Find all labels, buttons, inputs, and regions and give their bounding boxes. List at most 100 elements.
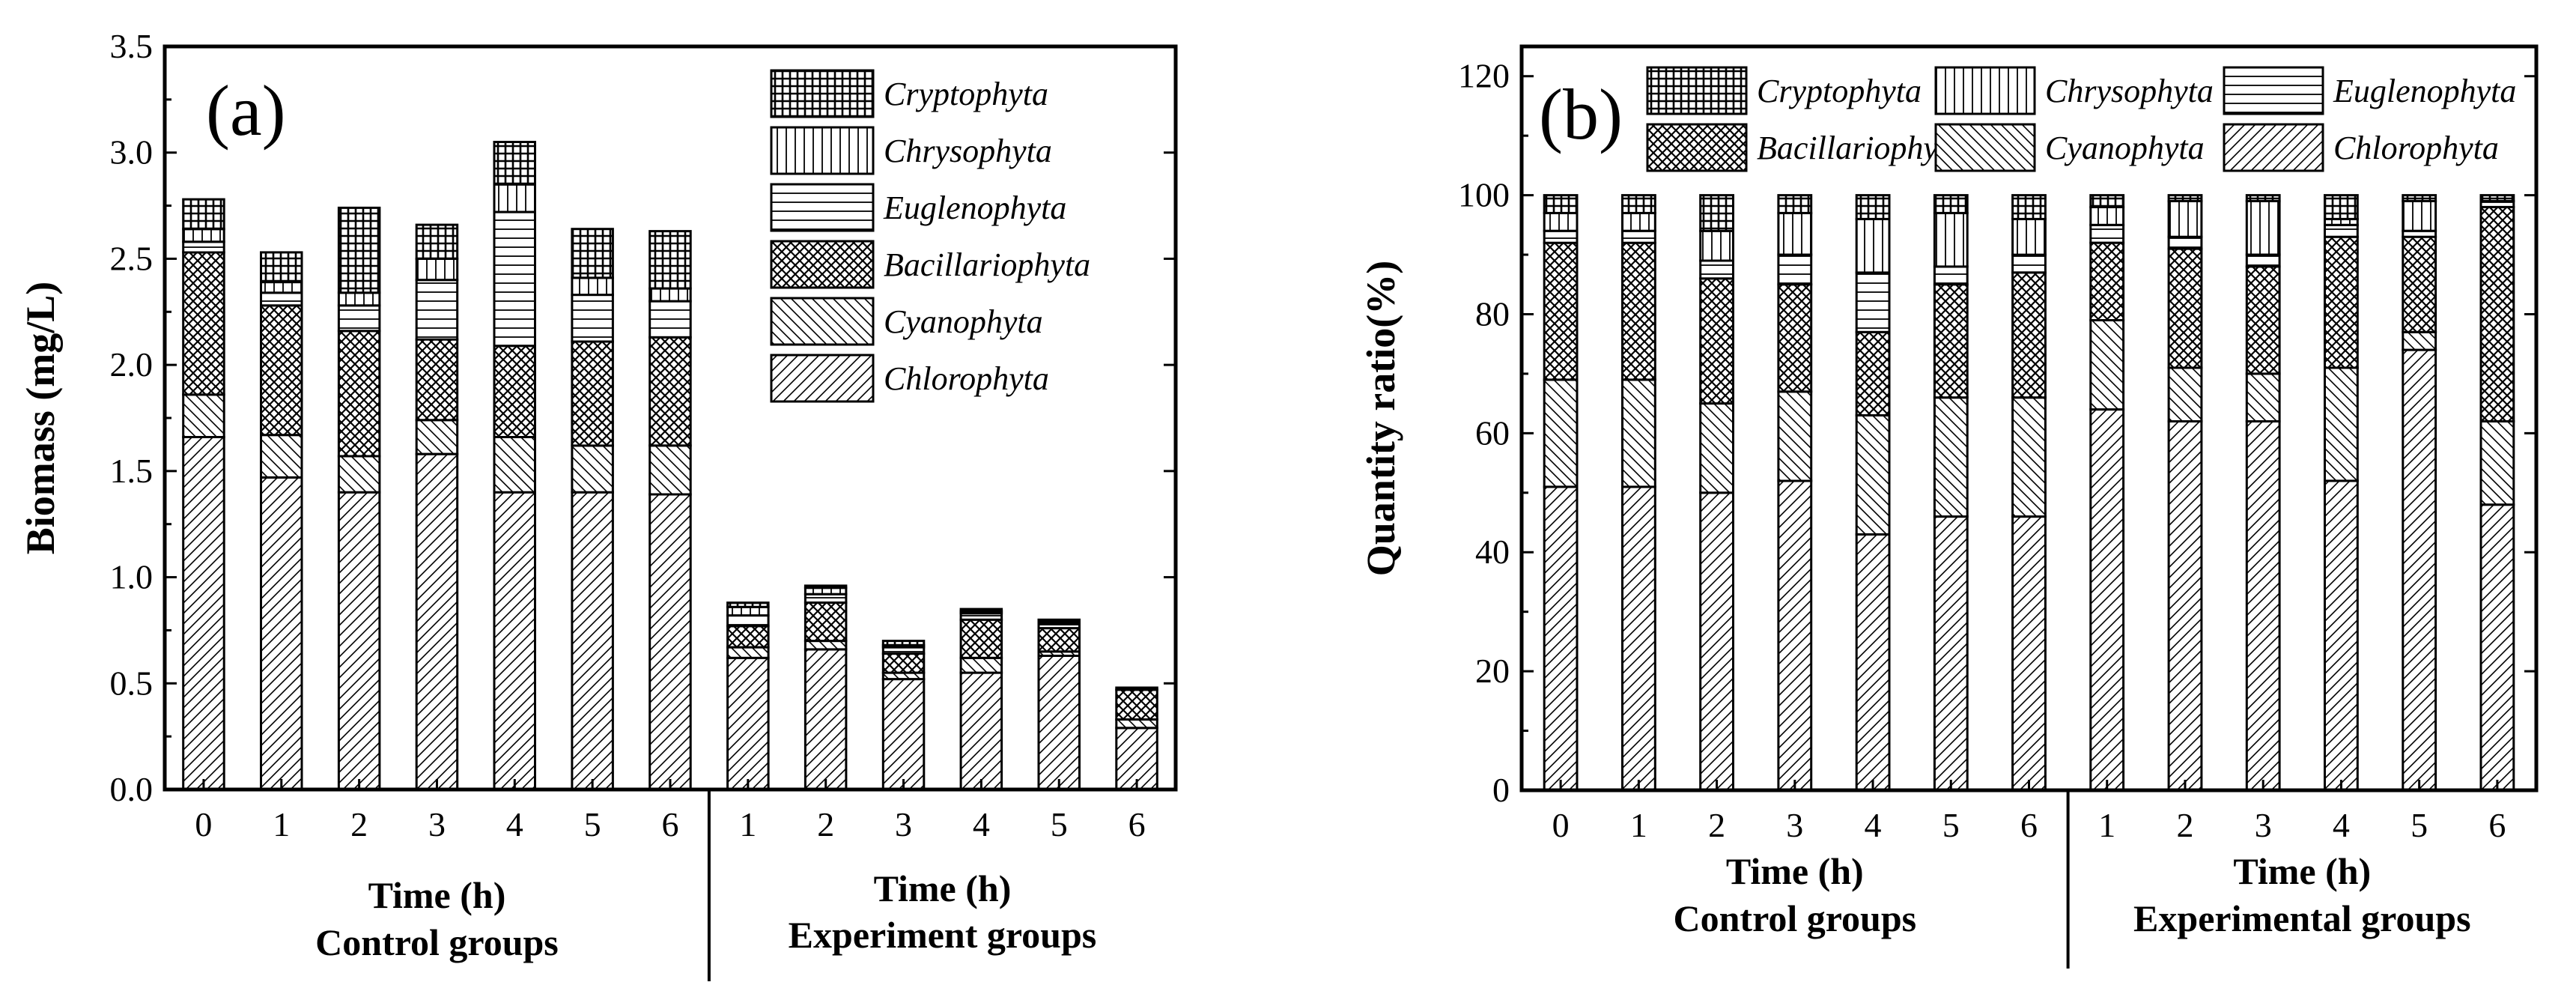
bar-segment-cyanophyta-5 — [571, 444, 614, 494]
bar-segment-chlorophyta-12 — [2479, 503, 2515, 792]
group-caption: Control groups — [1674, 897, 1917, 939]
x-tick-label: 5 — [1942, 806, 1960, 844]
bar-segment-cryptophyta-0 — [182, 198, 225, 231]
bar-segment-cryptophyta-10 — [2324, 194, 2359, 220]
x-axis-label: Time (h) — [874, 867, 1012, 909]
bar-segment-chlorophyta-4 — [1855, 533, 1891, 792]
bar-segment-cyanophyta-12 — [2479, 420, 2515, 506]
y-tick-label: 1.0 — [110, 558, 154, 596]
legend-swatch-bacillariophyta — [770, 240, 875, 289]
legend-label-cyanophyta: Cyanophyta — [884, 303, 1043, 340]
bar-segment-cyanophyta-8 — [2167, 366, 2203, 422]
legend-label-cryptophyta: Cryptophyta — [1757, 73, 1922, 109]
bar-segment-cyanophyta-1 — [1621, 378, 1656, 488]
x-tick-label: 6 — [662, 805, 679, 843]
panel-a-chart: 0.0 0.5 1.0 1.5 2.0 2.5 3.0 3.5 0 1 2 3 4 5 6 1 2 3 4 5 6 Tim… — [18, 27, 1178, 981]
bar-segment-bacillariophyta-12 — [2479, 206, 2515, 422]
bar-segment-bacillariophyta-4 — [1855, 330, 1891, 416]
bar-segment-chrysophyta-3 — [1777, 211, 1813, 256]
y-tick-label: 20 — [1475, 652, 1510, 690]
bar-segment-bacillariophyta-8 — [2167, 247, 2203, 369]
bar-segment-chrysophyta-5 — [1933, 211, 1969, 268]
bar-segment-chlorophyta-2 — [1699, 491, 1734, 792]
x-tick-label: 6 — [2020, 806, 2038, 844]
bar-segment-euglenophyta-8 — [2167, 235, 2203, 250]
bar-segment-cyanophyta-3 — [415, 419, 459, 455]
bar-segment-cryptophyta-3 — [415, 223, 459, 260]
bar-segment-bacillariophyta-7 — [726, 625, 770, 649]
legend-label-chlorophyta: Chlorophyta — [2333, 130, 2499, 166]
bar-segment-bacillariophyta-3 — [415, 338, 459, 422]
bar-segment-cryptophyta-3 — [1777, 194, 1813, 214]
bar-segment-cryptophyta-11 — [1037, 618, 1081, 623]
bar-segment-cryptophyta-2 — [337, 206, 381, 294]
bar-segment-cryptophyta-4 — [493, 141, 536, 186]
panel-label: (a) — [206, 70, 286, 151]
bar-segment-chlorophyta-10 — [2324, 479, 2359, 792]
group-caption: Experiment groups — [789, 914, 1097, 956]
bar-segment-cyanophyta-9 — [2245, 372, 2281, 422]
x-tick-label: 2 — [350, 805, 368, 843]
bar-segment-chlorophyta-11 — [1037, 654, 1081, 791]
bar-segment-euglenophyta-4 — [493, 210, 536, 348]
x-tick-label: 2 — [2176, 806, 2193, 844]
legend-label-bacillariophyta: Bacillariophyta — [884, 246, 1090, 283]
panel-label: (b) — [1539, 74, 1623, 154]
y-tick-label: 2.5 — [110, 239, 154, 277]
bar-segment-chrysophyta-7 — [726, 605, 770, 617]
bar-segment-euglenophyta-1 — [1621, 229, 1656, 244]
bar-segment-cyanophyta-7 — [2089, 318, 2125, 411]
bar-segment-bacillariophyta-6 — [648, 336, 692, 447]
bar-segment-euglenophyta-9 — [2245, 253, 2281, 268]
bar-segment-cyanophyta-3 — [1777, 390, 1813, 482]
group-caption: Control groups — [315, 921, 559, 963]
bar-segment-euglenophyta-8 — [804, 593, 848, 604]
bar-segment-cyanophyta-12 — [1115, 718, 1158, 730]
bar-segment-bacillariophyta-0 — [1543, 241, 1579, 381]
legend-swatch-chrysophyta — [770, 126, 875, 175]
y-tick-label: 60 — [1475, 413, 1510, 452]
y-tick-label: 2.0 — [110, 345, 154, 384]
legend-swatch-cyanophyta — [1934, 123, 2036, 172]
bar-segment-bacillariophyta-6 — [2011, 271, 2047, 399]
bar-segment-chlorophyta-7 — [2089, 408, 2125, 792]
bar-segment-bacillariophyta-3 — [1777, 283, 1813, 393]
bar-segment-euglenophyta-2 — [1699, 259, 1734, 280]
x-tick-label: 3 — [2255, 806, 2272, 844]
bar-segment-cyanophyta-10 — [959, 656, 1003, 674]
bar-segment-cryptophyta-5 — [1933, 194, 1969, 214]
bar-segment-cryptophyta-7 — [2089, 194, 2125, 209]
legend-label-cryptophyta: Cryptophyta — [884, 76, 1048, 112]
bar-segment-chrysophyta-1 — [1621, 211, 1656, 232]
bar-segment-chrysophyta-3 — [415, 257, 459, 282]
x-axis-label: Time (h) — [1726, 850, 1864, 892]
legend-swatch-cryptophyta — [1646, 66, 1748, 115]
y-tick-label: 1.5 — [110, 452, 154, 490]
bar-segment-cyanophyta-0 — [1543, 378, 1579, 488]
legend-label-euglenophyta: Euglenophyta — [2333, 73, 2516, 109]
legend-label-chrysophyta: Chrysophyta — [884, 133, 1052, 169]
panel-b-chart: 0 20 40 60 80 100 120 0 1 2 3 4 5 6 1 2 3 4 5 6 Time (h) Cont… — [1358, 44, 2539, 969]
x-tick-label: 6 — [2488, 806, 2506, 844]
bar-segment-chrysophyta-0 — [182, 228, 225, 243]
bar-segment-cryptophyta-0 — [1543, 194, 1579, 214]
bar-segment-bacillariophyta-4 — [493, 345, 536, 439]
y-axis-label: Quantity ratio(%) — [1358, 261, 1403, 576]
bar-segment-cryptophyta-6 — [648, 230, 692, 290]
bar-segment-chrysophyta-2 — [337, 291, 381, 307]
bar-segment-cryptophyta-11 — [2402, 194, 2437, 203]
bar-segment-chlorophyta-0 — [1543, 485, 1579, 792]
bar-segment-bacillariophyta-11 — [1037, 627, 1081, 653]
bar-segment-chlorophyta-8 — [2167, 420, 2203, 792]
bar-segment-euglenophyta-5 — [1933, 265, 1969, 286]
bar-segment-cyanophyta-5 — [1933, 396, 1969, 518]
bar-segment-euglenophyta-1 — [260, 291, 303, 307]
bar-segment-cyanophyta-2 — [337, 455, 381, 494]
bar-segment-bacillariophyta-5 — [1933, 283, 1969, 399]
x-tick-label: 1 — [1630, 806, 1647, 844]
y-tick-label: 80 — [1475, 294, 1510, 333]
bar-segment-cyanophyta-1 — [260, 434, 303, 479]
bar-segment-chlorophyta-3 — [1777, 479, 1813, 792]
bar-segment-bacillariophyta-11 — [2402, 235, 2437, 333]
x-axis-label: Time (h) — [368, 874, 506, 916]
